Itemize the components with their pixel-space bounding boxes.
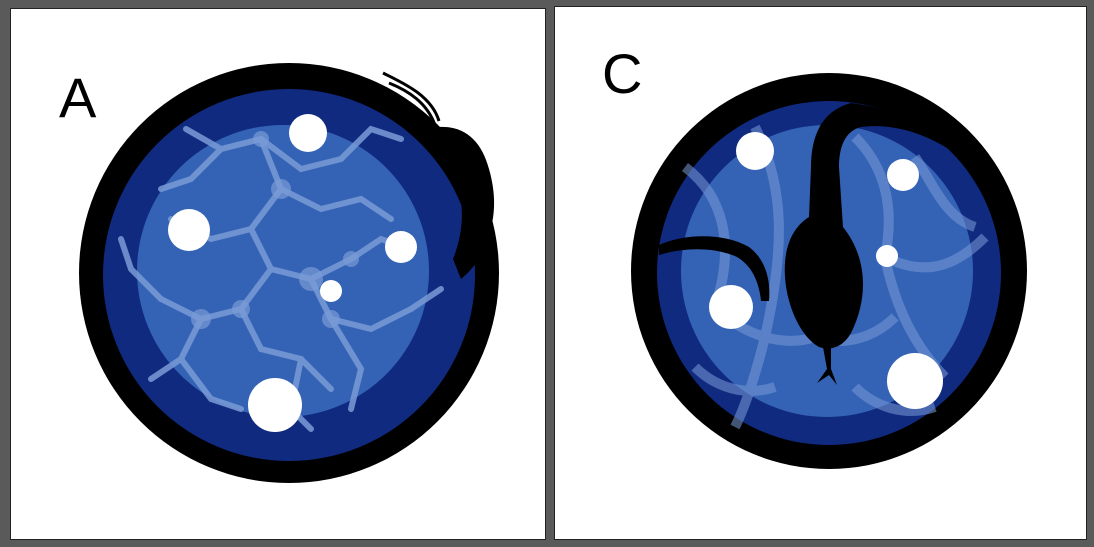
- mycelium-patches: [191, 131, 359, 329]
- panel-c: C: [554, 6, 1087, 540]
- colony-icon: [168, 114, 417, 432]
- petri-dish-c: C: [602, 42, 1027, 469]
- snake-icon: [659, 103, 955, 385]
- colony-icon: [709, 132, 943, 409]
- panel-label-a: A: [59, 66, 97, 129]
- snake-icon: [382, 71, 495, 279]
- panel-a: A: [10, 8, 546, 540]
- petri-dish-a: A: [59, 63, 499, 483]
- panel-label-c: C: [602, 42, 642, 105]
